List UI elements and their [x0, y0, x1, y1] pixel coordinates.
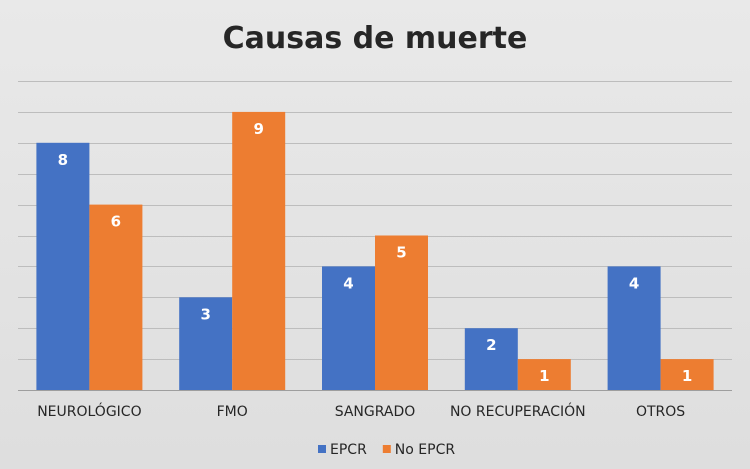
- legend-swatch-no-epcr: [382, 445, 391, 453]
- legend-swatch-epcr: [318, 445, 326, 453]
- x-tick-label-sangrado: SANGRADO: [335, 404, 416, 420]
- bar-epcr-no-recuperacion: [464, 328, 518, 390]
- data-label-no-epcr-sangrado: 5: [396, 244, 406, 262]
- bars: 8 6 3 9 4 5 2 1 4 1: [36, 111, 714, 391]
- data-label-epcr-sangrado: 4: [343, 274, 353, 292]
- x-tick-label-otros: OTROS: [636, 404, 685, 420]
- legend-label-epcr: EPCR: [330, 442, 367, 458]
- bar-no-epcr-sangrado: [375, 235, 428, 390]
- data-label-no-epcr-no-recuperacion: 1: [539, 367, 549, 385]
- x-tick-label-no-recuperacion: NO RECUPERACIÓN: [450, 402, 586, 420]
- bar-epcr-fmo: [179, 297, 233, 390]
- data-label-epcr-fmo: 3: [200, 305, 210, 323]
- data-label-epcr-neurologico: 8: [58, 151, 68, 169]
- data-label-no-epcr-neurologico: 6: [111, 213, 121, 231]
- bar-no-epcr-no-recuperacion: [517, 359, 571, 390]
- x-tick-label-neurologico: NEUROLÓGICO: [37, 402, 141, 420]
- x-tick-label-fmo: FMO: [217, 404, 248, 420]
- bar-epcr-sangrado: [322, 266, 375, 390]
- data-label-no-epcr-otros: 1: [682, 367, 692, 385]
- chart-title: Causas de muerte: [223, 21, 528, 56]
- bar-epcr-otros: [607, 266, 661, 390]
- bar-no-epcr-neurologico: [89, 204, 143, 390]
- legend-label-no-epcr: No EPCR: [395, 442, 456, 458]
- data-label-no-epcr-fmo: 9: [253, 120, 263, 138]
- data-label-epcr-no-recuperacion: 2: [486, 336, 496, 354]
- x-axis-labels: NEUROLÓGICO FMO SANGRADO NO RECUPERACIÓN OTR…: [37, 402, 685, 420]
- data-label-epcr-otros: 4: [629, 274, 639, 292]
- bar-no-epcr-fmo: [232, 111, 286, 391]
- bar-epcr-neurologico: [36, 142, 90, 390]
- bar-no-epcr-otros: [660, 359, 714, 390]
- legend: EPCR No EPCR: [318, 442, 455, 458]
